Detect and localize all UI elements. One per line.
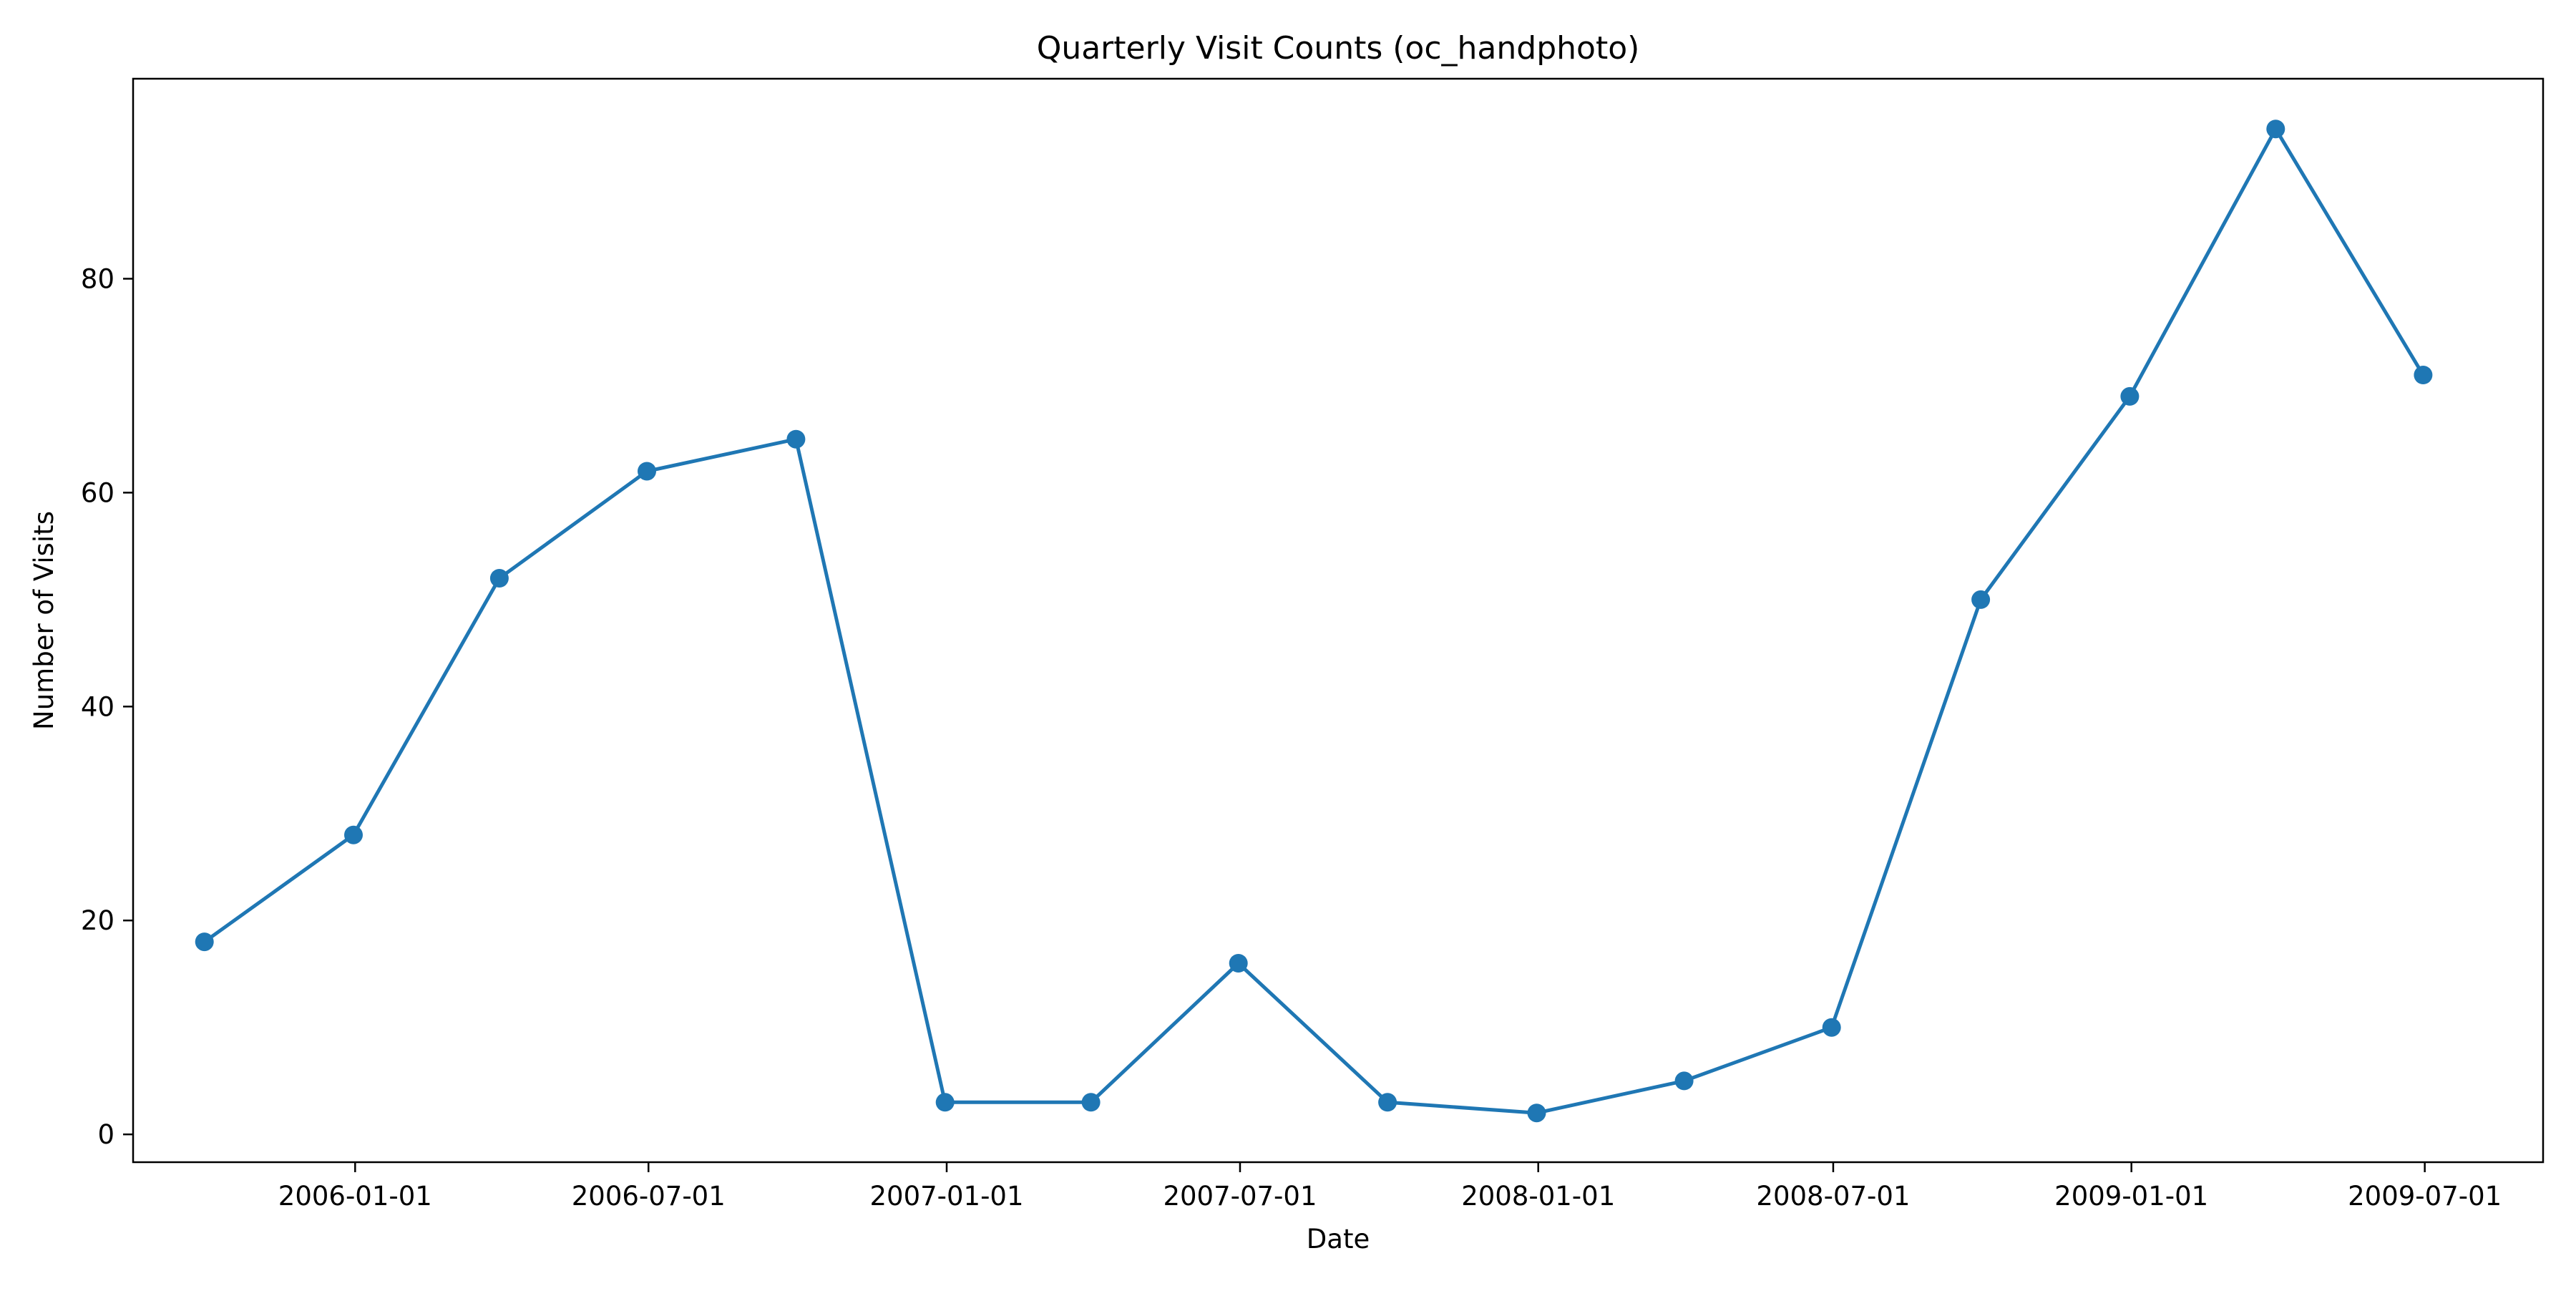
data-point (1971, 590, 1991, 609)
y-tick-label: 80 (81, 263, 114, 294)
x-axis-label: Date (1307, 1224, 1370, 1255)
x-axis: 2006-01-01 2006-07-01 2007-01-01 2007-07-01… (278, 1162, 2502, 1212)
y-tick-label: 40 (81, 691, 114, 722)
data-point (1229, 954, 1248, 973)
data-point (1674, 1071, 1694, 1091)
y-axis-label: Number of Visits (29, 511, 59, 730)
x-tick-label: 2009-07-01 (2348, 1181, 2502, 1212)
x-tick-label: 2006-01-01 (278, 1181, 432, 1212)
x-tick-label: 2008-07-01 (1756, 1181, 1910, 1212)
series-line (203, 127, 2425, 1115)
data-point (489, 569, 509, 588)
y-tick-label: 0 (97, 1119, 114, 1150)
x-tick-label: 2007-07-01 (1163, 1181, 1317, 1212)
y-tick-label: 60 (81, 477, 114, 508)
y-axis: 0 20 40 60 80 (81, 263, 133, 1150)
chart-title: Quarterly Visit Counts (oc_handphoto) (1037, 30, 1640, 67)
y-tick-label: 20 (81, 905, 114, 936)
data-point (1081, 1093, 1101, 1112)
data-point (1527, 1104, 1546, 1123)
x-tick-label: 2008-01-01 (1461, 1181, 1615, 1212)
data-point (935, 1093, 955, 1112)
data-point (786, 429, 806, 449)
data-point (638, 462, 656, 481)
plot-frame (132, 77, 2545, 1164)
x-tick-label: 2009-01-01 (2054, 1181, 2208, 1212)
x-tick-label: 2006-07-01 (572, 1181, 726, 1212)
plot-layer (195, 120, 2433, 1123)
data-point (1378, 1093, 1397, 1112)
data-point (2414, 366, 2433, 384)
data-point (2266, 120, 2285, 139)
data-point (195, 932, 214, 952)
data-point (344, 825, 363, 844)
data-point (2120, 386, 2140, 406)
data-point (1822, 1018, 1841, 1037)
x-tick-label: 2007-01-01 (869, 1181, 1023, 1212)
